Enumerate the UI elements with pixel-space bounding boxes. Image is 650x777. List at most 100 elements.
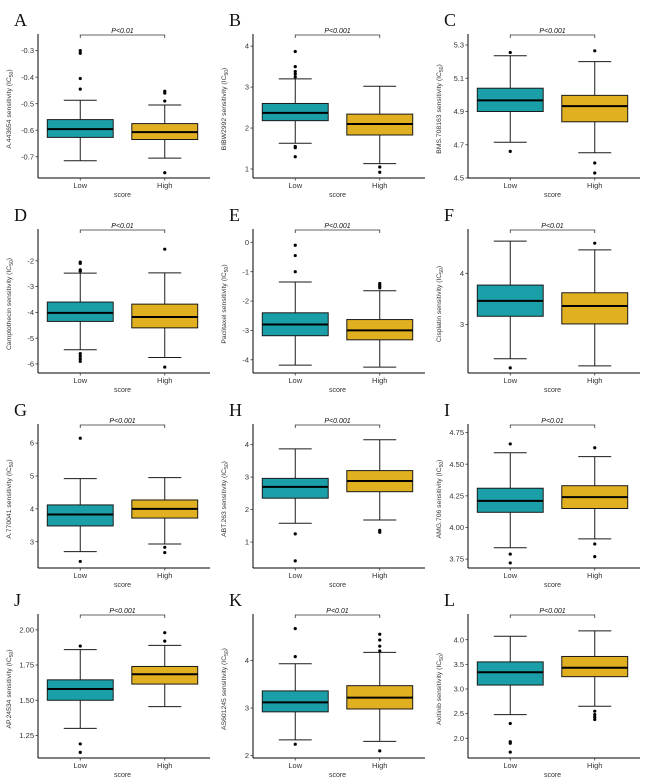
y-tick-label: 4	[245, 656, 249, 665]
boxplot-g: G 3 4 5 6 Low High score A.770041 sensitivity (I…	[6, 400, 210, 589]
y-axis-title-subscript: 50	[439, 66, 445, 72]
outlier-point	[508, 149, 512, 153]
y-tick-label: 5.1	[454, 74, 464, 83]
y-tick-label: -1	[242, 267, 249, 276]
outlier-point	[78, 559, 82, 564]
panel-c: C 4.5 4.7 4.9 5.1 5.3 Low High score BMS.708163 s…	[430, 0, 645, 199]
outlier-point	[593, 713, 597, 717]
x-tick-label-low: Low	[73, 761, 87, 770]
y-axis-title-subscript: 50	[439, 268, 445, 274]
panel-e: E -4 -3 -2 -1 0 Low High score Paclitaxel sensiti…	[215, 195, 430, 394]
y-axis-title-subscript: 50	[9, 260, 15, 266]
y-axis-title-main: BMS.708163 sensitivity (IC	[436, 72, 443, 154]
box-high	[561, 630, 629, 722]
panel-k: K 2 3 4 Low High score AS601245 sensitivity (IC…	[215, 580, 430, 777]
x-axis-title: score	[329, 192, 346, 199]
panel-l: L 2.0 2.5 3.0 3.5 4.0 Low High score Axitinib sen…	[430, 580, 645, 777]
outlier-point	[378, 644, 382, 648]
boxplot-d: D -6 -5 -4 -3 -2 Low High score Camptothecin sens…	[6, 205, 210, 394]
y-axis-title-end: )	[436, 266, 443, 268]
y-tick-label: -0.3	[21, 46, 34, 55]
y-axis-title: Camptothecin sensitivity (IC50)	[6, 258, 15, 350]
x-tick-label-low: Low	[503, 376, 517, 385]
panel-b: B 1 2 3 4 Low High score BIBW2992 sensitivity (I…	[215, 0, 430, 199]
y-axis-title-main: BIBW2992 sensitivity (IC	[221, 75, 228, 150]
significance-bracket	[294, 34, 381, 38]
box-high	[346, 632, 414, 753]
y-axis-title: BIBW2992 sensitivity (IC50)	[221, 68, 230, 151]
y-axis-title-main: AMG.706 sensitivity (IC	[436, 467, 443, 538]
y-axis-title: AP.24534 sensitivity (IC50)	[6, 649, 15, 728]
box-low	[261, 448, 329, 563]
y-axis-title: Paclitaxel sensitivity (IC50)	[221, 264, 230, 343]
outlier-point	[163, 89, 167, 93]
significance-bracket	[79, 34, 166, 38]
panel-letter: E	[229, 205, 240, 225]
y-tick-label: 1.75	[19, 661, 34, 670]
outlier-point	[293, 65, 297, 69]
panel-letter: A	[14, 10, 27, 30]
y-axis-title: Axitinib sensitivity (IC50)	[436, 653, 445, 725]
y-tick-label: 4.0	[454, 635, 464, 644]
box-low	[46, 260, 114, 363]
y-tick-label: 3.75	[449, 555, 464, 564]
y-tick-label: 2	[245, 505, 249, 514]
outlier-point	[293, 75, 297, 79]
outlier-point	[293, 655, 297, 659]
y-axis-title-main: Axitinib sensitivity (IC	[436, 661, 443, 725]
y-axis-title-subscript: 50	[9, 651, 15, 657]
panel-j: J 1.25 1.50 1.75 2.00 Low High score AP.24534 se…	[0, 580, 215, 777]
outlier-point	[78, 742, 82, 746]
y-tick-label: -6	[27, 360, 34, 369]
y-axis-title-main: Camptothecin sensitivity (IC	[6, 266, 13, 350]
boxplot-i: I 3.75 4.00 4.25 4.50 4.75 Low High score AMG.706…	[436, 400, 640, 589]
y-tick-label: 4	[245, 440, 249, 449]
box-high	[131, 631, 199, 708]
y-axis-title-main: Cisplatin sensitivity (IC	[436, 274, 443, 342]
y-tick-label: -4	[27, 308, 34, 317]
x-tick-label-low: Low	[288, 181, 302, 190]
y-tick-label: 1	[245, 165, 249, 174]
outlier-point	[293, 559, 297, 563]
iqr-box	[561, 292, 629, 325]
outlier-point	[163, 365, 167, 369]
y-tick-label: 4.5	[454, 174, 464, 183]
p-value-label: P<0.01	[111, 28, 133, 35]
y-tick-label: 4.50	[449, 460, 464, 469]
box-high	[561, 446, 629, 559]
y-tick-label: -5	[27, 334, 34, 343]
x-tick-label-high: High	[587, 761, 602, 770]
y-axis-title: A.770041 sensitivity (IC50)	[6, 459, 15, 538]
p-value-label: P<0.001	[539, 608, 565, 615]
y-axis-title-end: )	[6, 649, 13, 651]
x-tick-label-low: Low	[73, 376, 87, 385]
x-axis-title: score	[329, 772, 346, 777]
outlier-point	[378, 638, 382, 642]
y-axis-title-end: )	[436, 460, 443, 462]
p-value-label: P<0.001	[324, 28, 350, 35]
y-tick-label: 2.5	[454, 709, 464, 718]
y-tick-label: 4	[30, 504, 34, 513]
outlier-point	[78, 357, 82, 361]
x-tick-label-high: High	[157, 376, 172, 385]
box-high	[131, 247, 199, 369]
panel-d: D -6 -5 -4 -3 -2 Low High score Camptothecin sens…	[0, 195, 215, 394]
outlier-point	[593, 49, 597, 53]
x-tick-label-low: Low	[503, 571, 517, 580]
outlier-point	[163, 639, 167, 643]
outlier-point	[163, 171, 167, 175]
outlier-point	[593, 241, 597, 245]
y-tick-label: -2	[27, 256, 34, 265]
outlier-point	[508, 552, 512, 556]
outlier-point	[78, 49, 82, 53]
y-axis-title-end: )	[221, 648, 228, 650]
box-low	[261, 243, 329, 366]
y-tick-label: -0.5	[21, 99, 34, 108]
x-tick-label-high: High	[372, 181, 387, 190]
outlier-point	[593, 717, 597, 722]
outlier-point	[593, 171, 597, 175]
y-axis-title-subscript: 50	[9, 461, 15, 467]
box-high	[346, 281, 414, 368]
y-tick-label: 4	[460, 269, 464, 278]
boxplot-h: H 1 2 3 4 Low High score ABT.263 sensitivity (IC…	[221, 400, 425, 589]
